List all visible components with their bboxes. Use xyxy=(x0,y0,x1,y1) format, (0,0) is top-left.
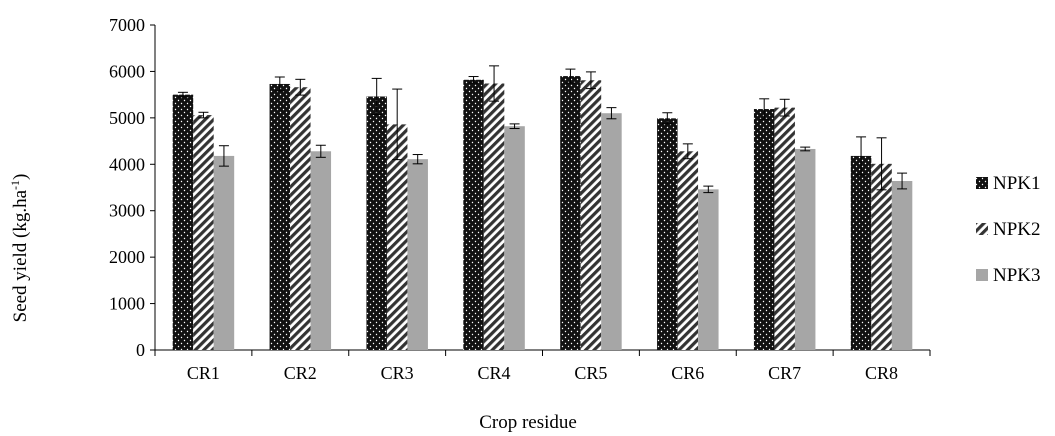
x-tick-label: CR6 xyxy=(671,363,704,383)
x-tick-label: CR4 xyxy=(478,363,511,383)
bar-npk3-cr3 xyxy=(407,159,428,350)
bar-npk2-cr1 xyxy=(193,115,214,350)
x-axis-title: Crop residue xyxy=(479,412,577,433)
bar-npk3-cr5 xyxy=(601,113,622,350)
x-tick-label: CR1 xyxy=(187,363,220,383)
bar-npk2-cr5 xyxy=(580,80,602,350)
bar-npk1-cr3 xyxy=(366,96,387,350)
x-tick-label: CR2 xyxy=(284,363,317,383)
bar-npk2-cr2 xyxy=(290,87,311,350)
bar-npk3-cr8 xyxy=(891,181,913,350)
y-tick-label: 4000 xyxy=(109,154,145,174)
bar-npk3-cr7 xyxy=(794,148,816,350)
x-tick-label: CR3 xyxy=(381,363,414,383)
legend-label-npk1: NPK1 xyxy=(993,173,1041,194)
legend-swatch-npk1 xyxy=(976,177,988,189)
y-tick-label: 2000 xyxy=(109,247,145,267)
y-tick-label: 0 xyxy=(136,340,145,360)
bar-npk1-cr2 xyxy=(269,83,291,350)
bar-npk2-cr7 xyxy=(774,107,795,351)
bar-npk3-cr4 xyxy=(504,126,525,350)
bar-npk2-cr4 xyxy=(483,83,505,350)
bar-npk1-cr7 xyxy=(753,109,775,351)
legend-swatch-npk3 xyxy=(976,269,988,281)
x-tick-label: CR5 xyxy=(574,363,607,383)
y-axis-title: Seed yield (kg.ha-1) xyxy=(8,174,31,323)
bar-npk3-cr2 xyxy=(310,151,332,350)
legend-swatch-npk2 xyxy=(976,223,988,235)
bar-npk1-cr6 xyxy=(657,118,678,350)
x-tick-label: CR8 xyxy=(865,363,898,383)
y-tick-label: 7000 xyxy=(109,15,145,35)
bar-npk1-cr8 xyxy=(850,155,872,350)
legend: NPK1 NPK2 NPK3 xyxy=(976,173,1041,286)
bar-npk2-cr3 xyxy=(386,124,408,350)
plot-area: 0 1000 2000 3000 4000 5000 6000 7000 CR1 CR2 CR3 CR… xyxy=(109,15,931,383)
bar-npk1-cr4 xyxy=(463,79,484,351)
y-tick-label: 6000 xyxy=(109,61,145,81)
legend-label-npk2: NPK2 xyxy=(993,219,1041,240)
bar-npk2-cr8 xyxy=(871,163,892,350)
y-tick-label: 5000 xyxy=(109,108,145,128)
bar-npk3-cr6 xyxy=(698,189,719,350)
y-tick-label: 1000 xyxy=(109,294,145,314)
bar-npk2-cr6 xyxy=(677,151,699,350)
bar-npk1-cr1 xyxy=(172,94,194,351)
bar-npk1-cr5 xyxy=(560,76,581,351)
x-tick-label: CR7 xyxy=(768,363,801,383)
legend-label-npk3: NPK3 xyxy=(993,265,1041,286)
bar-npk3-cr1 xyxy=(213,155,235,350)
y-tick-label: 3000 xyxy=(109,201,145,221)
